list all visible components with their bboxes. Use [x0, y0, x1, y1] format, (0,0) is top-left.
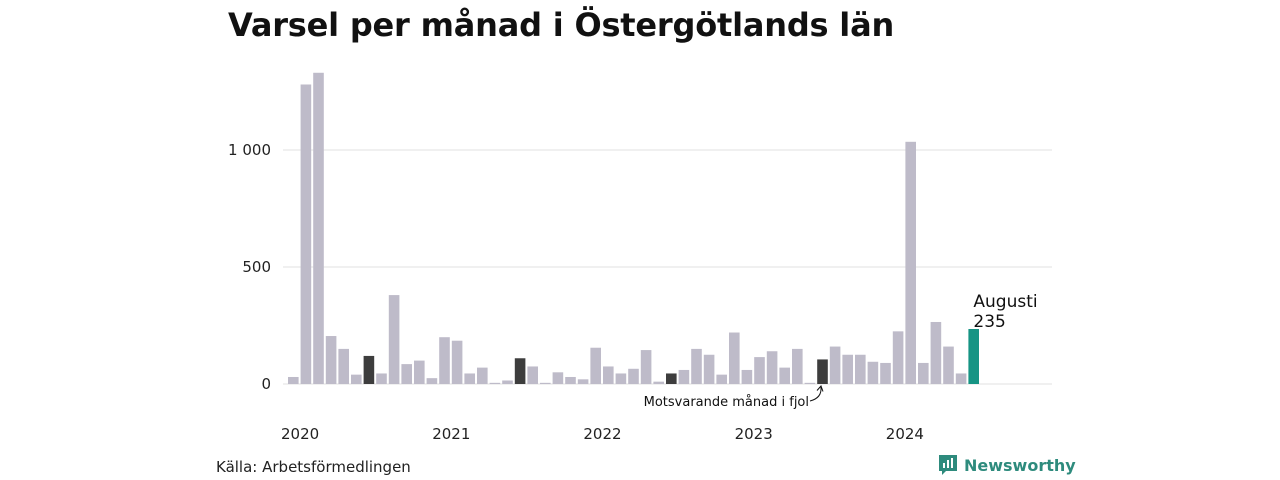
bar — [514, 358, 526, 384]
y-tick-label: 500 — [242, 258, 271, 276]
annotation-text: Motsvarande månad i fjol — [644, 395, 809, 410]
bar — [590, 347, 601, 384]
bar — [653, 381, 664, 384]
bar — [766, 351, 778, 384]
highlight-value-label: 235 — [973, 312, 1005, 332]
bar — [388, 295, 400, 384]
bar — [691, 348, 702, 384]
bar — [603, 366, 614, 384]
y-tick-label: 0 — [261, 375, 271, 393]
bar — [955, 373, 967, 384]
bar — [817, 359, 828, 384]
y-axis-tick-labels: 0 500 1 000 — [228, 141, 271, 393]
bar — [804, 382, 816, 384]
bar — [401, 364, 412, 384]
highlight-month-label: Augusti — [973, 292, 1037, 312]
bar — [464, 373, 475, 384]
bar — [867, 361, 879, 384]
bar — [855, 354, 866, 384]
y-tick-label: 1 000 — [228, 141, 271, 159]
bar — [489, 382, 501, 384]
x-tick-label: 2020 — [281, 425, 319, 443]
bar — [716, 374, 727, 384]
newsworthy-logo-icon — [939, 455, 957, 475]
bar — [363, 355, 375, 384]
bar — [325, 336, 337, 384]
bar — [943, 346, 954, 384]
bar — [918, 362, 929, 384]
annotation: Motsvarande månad i fjol — [644, 385, 824, 410]
bar — [842, 354, 853, 384]
bar — [552, 372, 564, 384]
bar — [426, 378, 438, 384]
bar — [540, 382, 551, 384]
bar — [414, 360, 425, 384]
bar — [288, 376, 299, 384]
x-axis-year-labels: 2020 2021 2022 2023 2024 — [281, 425, 924, 443]
bar — [502, 380, 513, 384]
x-tick-label: 2022 — [583, 425, 621, 443]
bar — [376, 373, 387, 384]
bar — [930, 321, 942, 384]
bar — [451, 340, 463, 384]
bar — [477, 367, 488, 384]
bar — [565, 376, 576, 384]
bar — [615, 373, 627, 384]
bar — [666, 373, 677, 384]
bar — [351, 374, 362, 384]
chart-title: Varsel per månad i Östergötlands län — [228, 6, 895, 44]
bar — [892, 331, 904, 384]
bar — [880, 362, 891, 384]
bar — [678, 369, 690, 384]
bar — [779, 367, 790, 384]
bar — [577, 379, 589, 384]
x-tick-label: 2024 — [886, 425, 924, 443]
bar — [313, 72, 324, 384]
bar — [640, 350, 652, 384]
bar — [338, 348, 349, 384]
brand-name: Newsworthy — [964, 455, 1076, 475]
bar — [527, 366, 538, 384]
x-tick-label: 2021 — [432, 425, 470, 443]
annotation-arrow-head — [816, 385, 824, 392]
bar — [703, 354, 715, 384]
annotation-arrow-line — [809, 386, 822, 402]
bar — [300, 84, 312, 384]
bar — [628, 368, 639, 384]
bar — [754, 357, 765, 384]
bar — [741, 369, 753, 384]
bar — [829, 346, 841, 384]
bars — [288, 72, 979, 384]
bar — [729, 332, 740, 384]
bar — [905, 141, 916, 384]
brand-logo: Newsworthy — [938, 454, 1076, 476]
bar — [792, 348, 803, 384]
bar — [439, 337, 450, 384]
bar — [968, 329, 979, 384]
x-tick-label: 2023 — [735, 425, 773, 443]
source-label: Källa: Arbetsförmedlingen — [216, 458, 411, 476]
